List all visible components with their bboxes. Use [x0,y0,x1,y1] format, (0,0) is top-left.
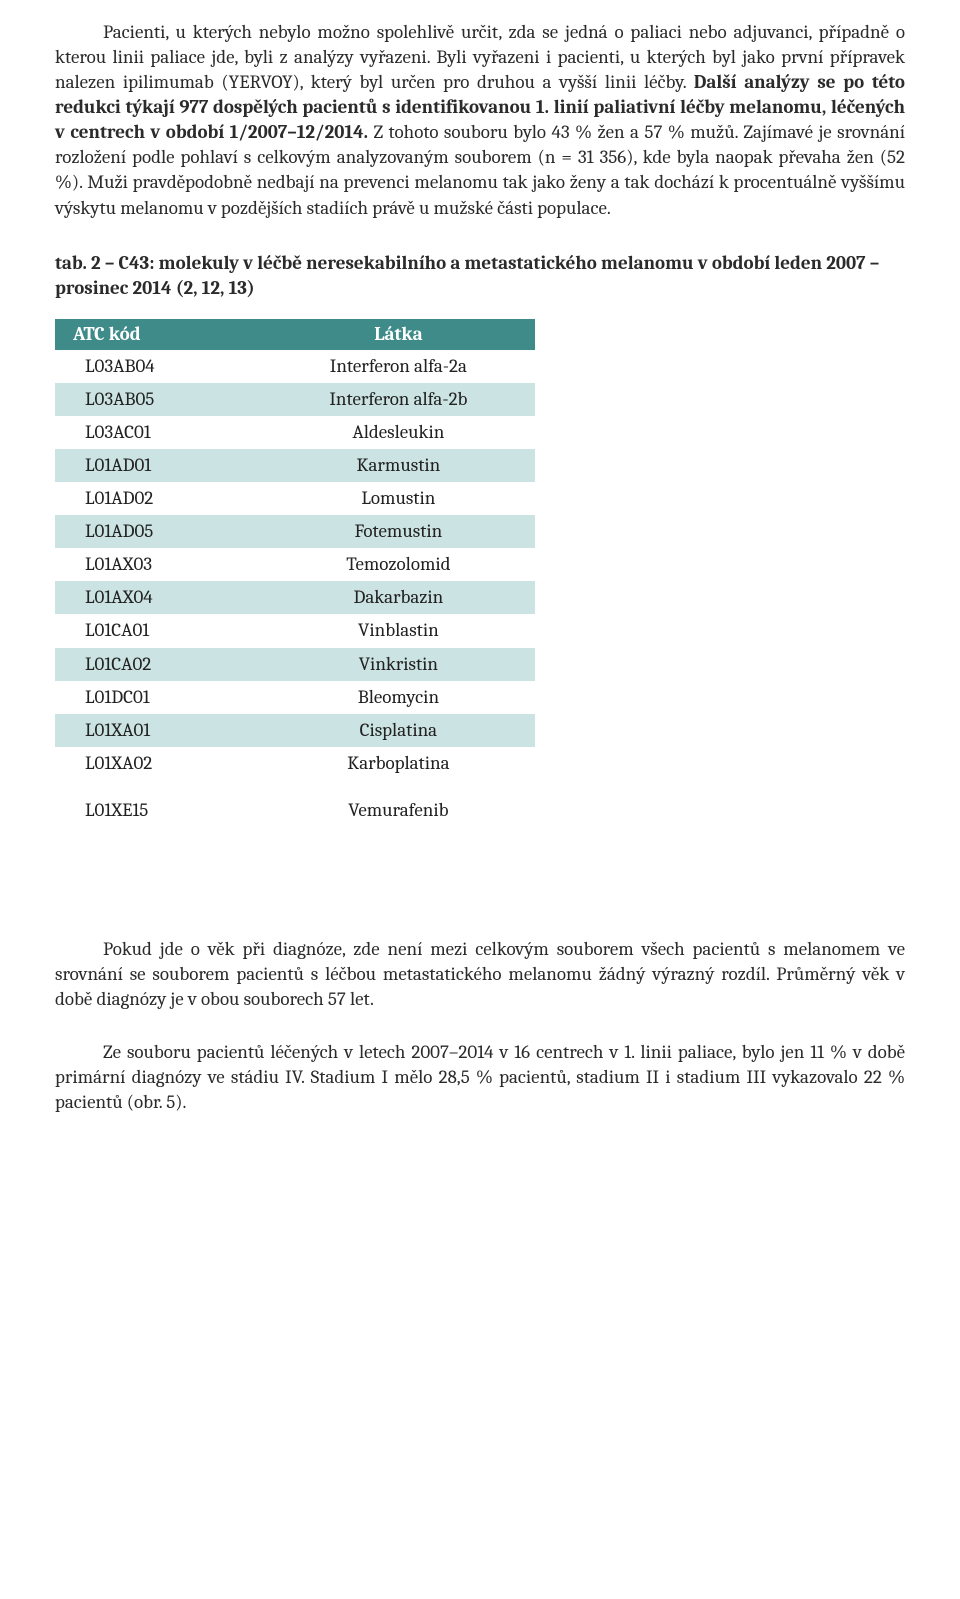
table-row: L01AD05Fotemustin [55,515,535,548]
table-row: L03AB05Interferon alfa-2b [55,383,535,416]
cell-latka: Lomustin [262,482,535,515]
cell-latka: Interferon alfa-2a [262,350,535,383]
table-row: L01AX03Temozolomid [55,548,535,581]
table-row: L01CA02Vinkristin [55,648,535,681]
paragraph-1: Pacienti, u kterých nebylo možno spolehl… [55,20,905,221]
table-caption: tab. 2 – C43: molekuly v léčbě neresekab… [55,251,905,301]
paragraph-2-text: Pokud jde o věk při diagnóze, zde není m… [55,938,905,1010]
paragraph-2: Pokud jde o věk při diagnóze, zde není m… [55,937,905,1012]
table-row: L03AC01Aldesleukin [55,416,535,449]
cell-latka: Cisplatina [262,714,535,747]
cell-latka: Interferon alfa-2b [262,383,535,416]
cell-atc-code: L03AC01 [55,416,262,449]
table-row: L01DC01Bleomycin [55,681,535,714]
cell-latka: Dakarbazin [262,581,535,614]
cell-latka: Temozolomid [262,548,535,581]
cell-atc-code: L01AX03 [55,548,262,581]
paragraph-3-text: Ze souboru pacientů léčených v letech 20… [55,1041,905,1113]
cell-atc-code: L01XA01 [55,714,262,747]
cell-latka: Karboplatina [262,747,535,780]
cell-atc-code: L03AB05 [55,383,262,416]
paragraph-3: Ze souboru pacientů léčených v letech 20… [55,1040,905,1115]
cell-latka: Aldesleukin [262,416,535,449]
cell-atc-code: L01CA02 [55,648,262,681]
table-row: L03AB04Interferon alfa-2a [55,350,535,383]
header-atc-code: ATC kód [55,319,262,350]
table-row: L01CA01Vinblastin [55,614,535,647]
cell-atc-code: L01AX04 [55,581,262,614]
cell-atc-code: L01XE15 [55,794,262,827]
cell-atc-code: L01DC01 [55,681,262,714]
table-header-row: ATC kód Látka [55,319,535,350]
table-row: L01AX04Dakarbazin [55,581,535,614]
cell-latka: Vemurafenib [262,794,535,827]
cell-atc-code: L01AD05 [55,515,262,548]
atc-table: ATC kód Látka L03AB04Interferon alfa-2aL… [55,319,535,827]
table-row: L01AD02Lomustin [55,482,535,515]
table-row: L01AD01Karmustin [55,449,535,482]
header-latka: Látka [262,319,535,350]
cell-latka: Bleomycin [262,681,535,714]
table-row: L01XE15Vemurafenib [55,794,535,827]
cell-atc-code: L01CA01 [55,614,262,647]
cell-latka: Karmustin [262,449,535,482]
table-row: L01XA02Karboplatina [55,747,535,780]
table-row: L01XA01Cisplatina [55,714,535,747]
cell-atc-code: L01AD01 [55,449,262,482]
cell-latka: Vinblastin [262,614,535,647]
cell-atc-code: L03AB04 [55,350,262,383]
table-gap-row [55,780,535,794]
cell-atc-code: L01AD02 [55,482,262,515]
cell-atc-code: L01XA02 [55,747,262,780]
cell-latka: Vinkristin [262,648,535,681]
cell-latka: Fotemustin [262,515,535,548]
